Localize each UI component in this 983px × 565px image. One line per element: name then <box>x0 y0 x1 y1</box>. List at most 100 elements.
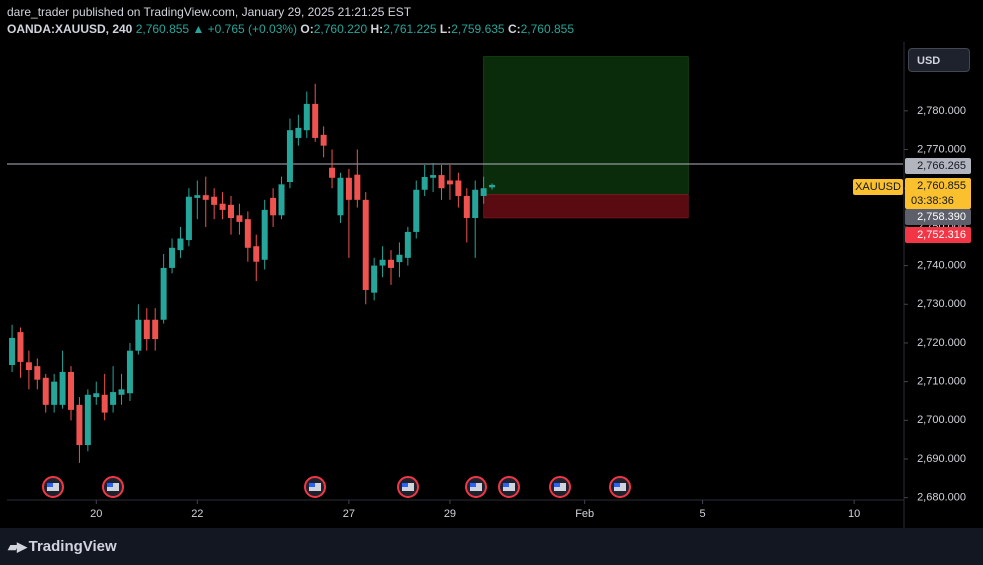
candle-body <box>34 366 41 380</box>
x-tick-label: 20 <box>90 508 102 520</box>
candle-body <box>278 184 285 216</box>
candle-body <box>110 392 117 405</box>
candle-body <box>152 319 159 340</box>
y-tick-label: 2,700.000 <box>917 414 966 426</box>
candle-body <box>118 389 125 395</box>
candle-body <box>455 180 462 196</box>
candle-body <box>253 246 260 262</box>
candle-body <box>312 103 319 138</box>
candle-body <box>261 209 268 260</box>
candle-body <box>84 394 91 446</box>
candle-body <box>430 175 437 178</box>
candle-body <box>236 215 243 222</box>
candle-body <box>421 177 428 190</box>
symbol-line: OANDA:XAUUSD, 240 2,760.855 ▲ +0.765 (+0… <box>7 22 574 36</box>
candle-body <box>413 189 420 232</box>
target-zone <box>483 56 689 195</box>
stop-label: 2,752.316 <box>917 229 966 241</box>
event-flag-canton <box>614 483 620 487</box>
candle-body <box>93 393 100 398</box>
brand-name: TradingView <box>28 538 117 555</box>
candle-body <box>194 195 201 198</box>
candle-body <box>177 238 184 251</box>
candle-body <box>295 127 302 138</box>
stop-zone <box>483 194 689 219</box>
candle-body <box>354 174 361 200</box>
event-flag-canton <box>309 483 315 487</box>
x-tick-label: 22 <box>191 508 203 520</box>
x-tick-label: 10 <box>848 508 860 520</box>
candle-body <box>202 195 209 200</box>
l-value: 2,759.635 <box>451 22 505 36</box>
y-tick-label: 2,720.000 <box>917 337 966 349</box>
candle-body <box>101 394 108 413</box>
y-tick-label: 2,740.000 <box>917 259 966 271</box>
last: 2,760.855 <box>135 22 190 36</box>
chart: 2,680.000 2,690.000 2,700.000 2,710.000 2,72… <box>7 42 971 528</box>
y-tick-label: 2,680.000 <box>917 492 966 504</box>
event-flag-canton <box>107 483 113 487</box>
candle-body <box>143 319 150 340</box>
event-flag-canton <box>47 483 53 487</box>
candle-body <box>219 203 226 210</box>
c-label: C: <box>507 22 521 36</box>
candle-body <box>51 381 58 405</box>
x-tick-label: 27 <box>343 508 355 520</box>
event-flag-canton <box>402 483 408 487</box>
candle-body <box>480 188 487 196</box>
brand: ▰▶ TradingView <box>8 538 117 555</box>
stop-label-box <box>905 227 971 243</box>
candle-body <box>286 130 293 183</box>
x-tick-label: 29 <box>444 508 456 520</box>
symbol: OANDA:XAUUSD, 240 <box>7 22 133 36</box>
event-flag-canton <box>554 483 560 487</box>
event-flag-canton <box>470 483 476 487</box>
currency-button[interactable]: USD <box>908 48 970 72</box>
symbol-tag-box <box>853 179 903 195</box>
x-tick-label: 5 <box>700 508 706 520</box>
candle-body <box>135 319 142 351</box>
h-value: 2,761.225 <box>383 22 437 36</box>
entry-label: 2,758.390 <box>917 211 966 223</box>
h-label: H: <box>370 22 384 36</box>
o-value: 2,760.220 <box>313 22 368 36</box>
candle-body <box>270 197 277 216</box>
y-tick-label: 2,770.000 <box>917 143 966 155</box>
candle-body <box>489 184 496 188</box>
candle-body <box>42 377 49 405</box>
last-price-label: 2,760.855 <box>917 180 966 192</box>
candle-body <box>345 177 352 200</box>
candle-body <box>396 254 403 263</box>
candle-body <box>169 247 176 268</box>
candle-body <box>17 332 24 362</box>
brand-icon: ▰▶ <box>8 539 29 554</box>
candle-body <box>211 196 218 205</box>
countdown: 03:38:36 <box>911 195 954 207</box>
candle-body <box>68 371 74 410</box>
hline-label: 2,766.265 <box>917 160 966 172</box>
candle-body <box>438 175 445 189</box>
candle-body <box>244 219 251 248</box>
candle-body <box>126 350 133 394</box>
last-price-box <box>905 178 971 209</box>
candle-body <box>388 259 394 268</box>
candle-body <box>463 195 470 219</box>
c-value: 2,760.855 <box>520 22 574 36</box>
y-tick-label: 2,780.000 <box>917 105 966 117</box>
candle-body <box>320 134 327 146</box>
candle-body <box>160 267 167 320</box>
entry-label-box <box>905 209 971 225</box>
y-tick-label: 2,690.000 <box>917 453 966 465</box>
candle-body <box>404 231 411 258</box>
change: ▲ +0.765 (+0.03%) <box>192 22 298 36</box>
candle-body <box>329 167 336 178</box>
l-label: L: <box>439 22 452 36</box>
candle-body <box>446 180 453 185</box>
candle-body <box>337 177 344 216</box>
candle-body <box>362 199 369 290</box>
candle-body <box>379 259 386 266</box>
symbol-tag: XAUUSD <box>855 181 901 193</box>
candle-body <box>472 189 479 219</box>
candle-body <box>228 204 234 219</box>
